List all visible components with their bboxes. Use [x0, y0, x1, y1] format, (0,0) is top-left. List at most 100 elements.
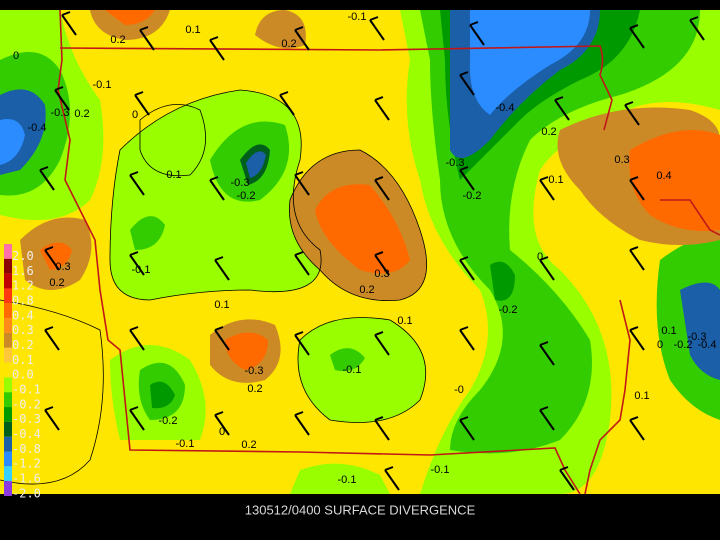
state-border: [584, 299, 631, 495]
contour-label: -0.1: [338, 474, 357, 486]
legend: 2.01.61.20.80.40.30.20.10.0-0.1-0.2-0.3-…: [4, 244, 41, 500]
wind-barb: [39, 166, 55, 191]
contour-label: 0.1: [634, 390, 649, 402]
area-lime: [298, 317, 426, 423]
contour-label: -0.3: [231, 177, 250, 189]
wind-barb: [214, 326, 230, 351]
contour-labels: -0.10.10.2 0.20-0.1-0.4-0.3 0.2 0-0.40.2-0.…: [13, 11, 717, 486]
area-brown: [90, 10, 170, 40]
legend-swatch: [4, 466, 12, 482]
state-border: [59, 45, 613, 131]
area-orange: [315, 184, 410, 274]
area-lime: [290, 463, 390, 494]
contour-label: -0.2: [237, 190, 256, 202]
legend-label: -0.1: [12, 383, 41, 397]
isoline: [139, 104, 206, 177]
contour-label: -0.3: [688, 331, 707, 343]
wind-barb: [629, 176, 645, 201]
contour-label: 0.3: [614, 154, 629, 166]
contour-label: 0: [657, 339, 663, 351]
isoline: [0, 299, 104, 485]
contour-label: -0.1: [431, 464, 450, 476]
wind-barb: [629, 326, 645, 351]
contour-label: -0.2: [159, 415, 178, 427]
area-blue: [680, 282, 720, 380]
wind-barb: [469, 21, 485, 46]
contour-label: 0.1: [661, 325, 676, 337]
contour-label: 0.4: [656, 170, 671, 182]
wind-barb: [629, 416, 645, 441]
wind-barb: [554, 96, 570, 121]
area-brown: [255, 10, 306, 49]
wind-barb: [459, 166, 475, 191]
wind-barb: [134, 91, 150, 116]
legend-swatch: [4, 407, 12, 422]
wind-barb: [129, 406, 145, 431]
wind-barb: [279, 91, 295, 116]
contour-label: -0.2: [674, 339, 693, 351]
wind-barb: [44, 406, 60, 431]
legend-label: -0.8: [12, 442, 41, 456]
state-border: [57, 9, 581, 495]
wind-barb: [629, 24, 645, 49]
area-lightblue: [469, 10, 590, 115]
legend-swatch: [4, 421, 12, 437]
contour-label: -0.3: [446, 157, 465, 169]
legend-label: -1.2: [12, 457, 41, 471]
contour-label: -0.1: [343, 364, 362, 376]
contour-label: 0.1: [548, 174, 563, 186]
wind-barb: [384, 466, 400, 491]
legend-label: 0.1: [12, 353, 34, 367]
wind-barb: [624, 101, 640, 126]
legend-swatch: [4, 318, 12, 333]
wind-barb: [61, 11, 77, 36]
wind-barb: [214, 411, 230, 436]
wind-barb: [374, 331, 390, 356]
legend-swatch: [4, 436, 12, 452]
isoline: [297, 317, 427, 423]
wind-barb: [374, 251, 390, 276]
contour-label: -0.1: [93, 79, 112, 91]
legend-label: -0.3: [12, 412, 41, 426]
contour-label: 0.3: [55, 261, 70, 273]
contour-label: -0.3: [245, 365, 264, 377]
wind-barb: [214, 256, 230, 281]
contour-label: -0.2: [463, 190, 482, 202]
map-title: 130512/0400 SURFACE DIVERGENCE: [245, 502, 476, 517]
legend-label: 0.3: [12, 323, 34, 337]
contour-label: 0.2: [49, 277, 64, 289]
legend-label: 0.2: [12, 338, 34, 352]
area-orange: [105, 10, 155, 25]
contour-label: 0.1: [166, 169, 181, 181]
wind-barb: [559, 466, 575, 491]
wind-barb: [44, 326, 60, 351]
contour-label: 0.2: [241, 439, 256, 451]
wind-barb: [294, 26, 310, 51]
wind-barb: [374, 416, 390, 441]
legend-swatch: [4, 377, 12, 393]
legend-label: -0.2: [12, 397, 41, 411]
legend-swatch: [4, 332, 12, 348]
wind-barb: [209, 36, 225, 61]
wind-barb: [459, 71, 475, 96]
isoline: [109, 89, 322, 301]
state-border: [660, 199, 720, 236]
wind-barb: [139, 26, 155, 51]
wind-barbs: [39, 11, 705, 491]
contour-label: 0.2: [541, 126, 556, 138]
wind-barb: [539, 256, 555, 281]
contour-label: 0.3: [374, 268, 389, 280]
area-blue: [246, 151, 266, 178]
legend-label: 0.0: [12, 368, 34, 382]
legend-swatch: [4, 303, 12, 319]
legend-swatch: [4, 258, 12, 274]
wind-barb: [54, 86, 70, 111]
contour-label: 0.2: [74, 108, 89, 120]
legend-label: -1.6: [12, 471, 41, 485]
wind-barb: [294, 331, 310, 356]
wind-barb: [689, 16, 705, 41]
contour-label: -0.1: [348, 11, 367, 23]
contour-label: 0.1: [397, 315, 412, 327]
isolines: [0, 89, 427, 485]
